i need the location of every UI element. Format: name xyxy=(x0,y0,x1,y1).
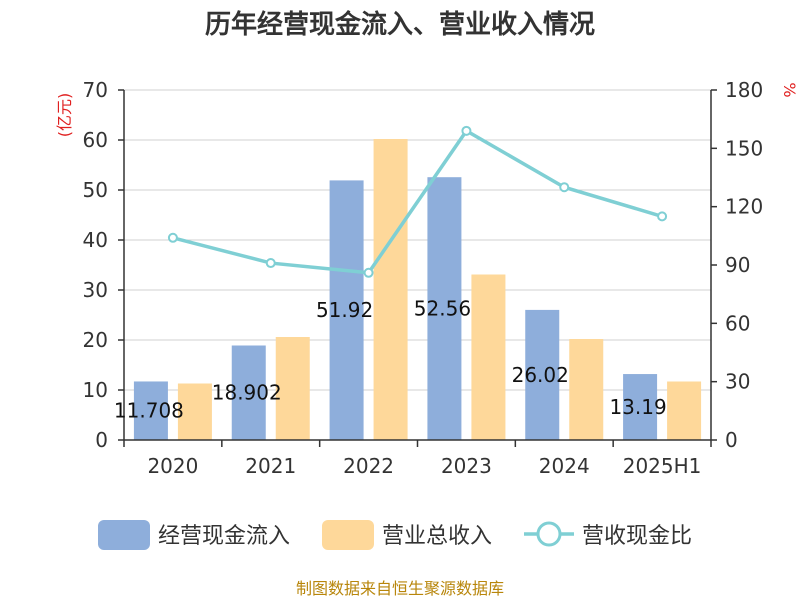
left-axis-unit: (亿元) xyxy=(55,93,74,138)
legend-label: 经营现金流入 xyxy=(158,524,290,549)
left-tick-label: 50 xyxy=(83,178,108,202)
ratio-point xyxy=(559,182,570,193)
right-tick-label: 120 xyxy=(725,195,763,219)
right-tick-label: 60 xyxy=(725,311,750,335)
revenue-bar xyxy=(569,339,604,440)
cash-inflow-data-label: 26.02 xyxy=(512,363,569,387)
x-tick-label: 2025H1 xyxy=(623,454,702,478)
ratio-point xyxy=(657,211,668,222)
x-tick-label: 2020 xyxy=(147,454,198,478)
data-labels: 11.708 18.902 51.92 52.56 26.02 13.19 xyxy=(114,297,667,423)
cash-inflow-bar xyxy=(133,381,168,440)
legend-label: 营业总收入 xyxy=(382,524,492,549)
cash-inflow-bar xyxy=(427,177,462,440)
legend-marker xyxy=(536,521,562,547)
left-tick-label: 20 xyxy=(83,328,108,352)
ratio-point xyxy=(265,258,276,269)
left-tick-label: 60 xyxy=(83,128,108,152)
cash-inflow-bar xyxy=(231,345,266,440)
x-tick-label: 2024 xyxy=(539,454,590,478)
cash-inflow-bar xyxy=(329,180,364,440)
cash-inflow-data-label: 18.902 xyxy=(212,381,282,405)
cash-inflow-data-label: 51.92 xyxy=(316,298,373,322)
right-axis-unit: % xyxy=(780,82,799,97)
ratio-line-path xyxy=(172,128,663,275)
revenue-bar xyxy=(275,337,310,440)
ratio-line xyxy=(167,125,668,278)
grid-lines xyxy=(124,89,711,391)
left-tick-label: 10 xyxy=(83,378,108,402)
left-tick-label: 40 xyxy=(83,228,108,252)
right-tick-label: 90 xyxy=(725,253,750,277)
bars xyxy=(133,139,702,440)
axes: 0 10 20 30 40 50 60 70 0 30 60 90 120 150 180 2020 2021 2… xyxy=(83,78,764,478)
cash-inflow-data-label: 13.19 xyxy=(609,395,666,419)
cash-inflow-data-label: 52.56 xyxy=(414,297,471,321)
left-tick-label: 30 xyxy=(83,278,108,302)
legend-swatch xyxy=(98,520,150,550)
legend-swatch xyxy=(322,520,374,550)
left-tick-label: 70 xyxy=(83,78,108,102)
ratio-point xyxy=(167,232,178,243)
x-tick-label: 2021 xyxy=(245,454,296,478)
legend-label: 营收现金比 xyxy=(582,524,692,549)
left-tick-label: 0 xyxy=(95,428,108,452)
revenue-bar xyxy=(667,381,702,440)
cash-inflow-data-label: 11.708 xyxy=(114,399,184,423)
cash-inflow-bar xyxy=(525,309,560,440)
revenue-bar xyxy=(373,139,408,440)
legend[interactable]: 经营现金流入 营业总收入 营收现金比 xyxy=(98,520,692,550)
x-tick-label: 2022 xyxy=(343,454,394,478)
right-tick-label: 180 xyxy=(725,78,763,102)
right-tick-label: 0 xyxy=(725,428,738,452)
right-tick-label: 150 xyxy=(725,136,763,160)
revenue-bar xyxy=(177,383,212,440)
ratio-point xyxy=(363,267,374,278)
right-tick-label: 30 xyxy=(725,370,750,394)
source-note: 制图数据来自恒生聚源数据库 xyxy=(296,579,504,598)
chart-title: 历年经营现金流入、营业收入情况 xyxy=(205,9,595,40)
revenue-bar xyxy=(471,274,506,440)
x-tick-label: 2023 xyxy=(441,454,492,478)
ratio-point xyxy=(461,125,472,136)
cash-inflow-bar xyxy=(623,374,658,440)
